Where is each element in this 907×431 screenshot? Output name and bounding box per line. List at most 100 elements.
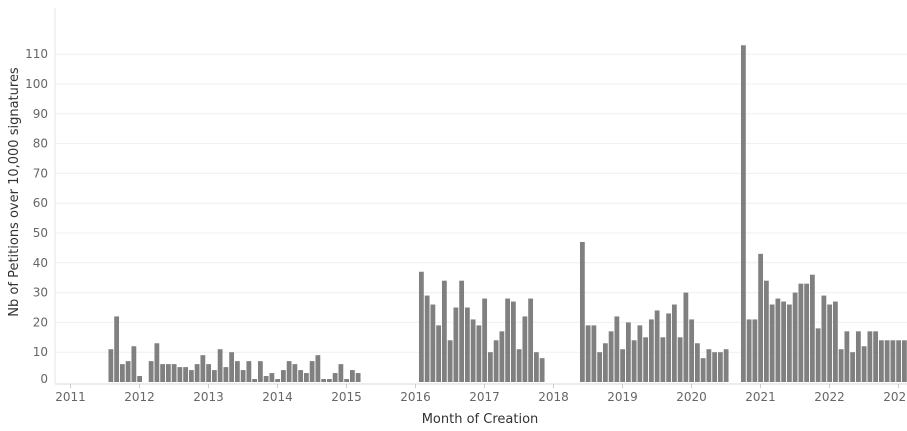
bar [188, 370, 194, 382]
bar [660, 337, 666, 382]
bar [792, 292, 798, 382]
bar [510, 301, 516, 382]
bar [666, 313, 672, 382]
bar [315, 355, 321, 382]
bar [309, 361, 315, 382]
x-tick-label: 2021 [745, 390, 776, 404]
bar [694, 343, 700, 382]
bar [602, 343, 608, 382]
bar [464, 307, 470, 382]
bar [344, 379, 350, 382]
bar [850, 352, 856, 382]
bar [263, 376, 269, 382]
bar [493, 340, 499, 382]
bar [637, 325, 643, 382]
bar [418, 271, 424, 382]
bar [861, 346, 867, 382]
x-tick-label: 2011 [55, 390, 86, 404]
bar [148, 361, 154, 382]
bar [234, 361, 240, 382]
bar [591, 325, 597, 382]
x-tick-label: 2017 [469, 390, 500, 404]
bar [476, 325, 482, 382]
y-tick-label: 70 [33, 166, 48, 180]
x-tick-label: 2015 [331, 390, 362, 404]
bar [349, 370, 355, 382]
bar [298, 370, 304, 382]
y-axis-title: Nb of Petitions over 10,000 signatures [7, 67, 22, 317]
bar [303, 373, 309, 382]
bar [171, 364, 177, 382]
bar [459, 280, 465, 382]
bar [648, 319, 654, 382]
bar [355, 373, 361, 382]
bar [775, 298, 781, 382]
bar [758, 253, 764, 382]
bar [712, 352, 718, 382]
bar [292, 364, 298, 382]
bar [275, 379, 281, 382]
bar [447, 340, 453, 382]
bars [108, 45, 907, 382]
x-tick-label: 2020 [676, 390, 707, 404]
bar [608, 331, 614, 382]
bar [901, 340, 907, 382]
bar [114, 316, 120, 382]
bar [441, 280, 447, 382]
bar [855, 331, 861, 382]
bar [827, 304, 833, 382]
bar [229, 352, 235, 382]
y-tick-label: 10 [33, 345, 48, 359]
bar [223, 367, 229, 382]
x-tick-label: 2019 [607, 390, 638, 404]
bar [677, 337, 683, 382]
bar [838, 349, 844, 382]
bar [108, 349, 114, 382]
bar [280, 370, 286, 382]
bar [625, 322, 631, 382]
x-axis-title: Month of Creation [422, 412, 539, 427]
bar [689, 319, 695, 382]
bar [257, 361, 263, 382]
bar [436, 325, 442, 382]
bar [240, 370, 246, 382]
bar [338, 364, 344, 382]
y-tick-label: 40 [33, 256, 48, 270]
bar [815, 328, 821, 382]
bar [700, 358, 706, 382]
bar [528, 298, 534, 382]
y-tick-label: 60 [33, 196, 48, 210]
bar [487, 352, 493, 382]
y-tick-label: 110 [25, 47, 48, 61]
bar [798, 283, 804, 382]
bar [424, 295, 430, 382]
bar [890, 340, 896, 382]
bar [246, 361, 252, 382]
bar [896, 340, 902, 382]
bar [539, 358, 545, 382]
bar [631, 340, 637, 382]
y-tick-label: 90 [33, 107, 48, 121]
bar [154, 343, 160, 382]
bar [137, 376, 143, 382]
bar [125, 361, 131, 382]
bar [165, 364, 171, 382]
x-tick-label: 2023 [883, 390, 907, 404]
bar [286, 361, 292, 382]
bar [579, 241, 585, 382]
bar [160, 364, 166, 382]
bar [321, 379, 327, 382]
y-tick-label: 0 [40, 372, 48, 386]
bar [769, 304, 775, 382]
bar [206, 364, 212, 382]
bar [252, 379, 258, 382]
bar [763, 280, 769, 382]
bar [683, 292, 689, 382]
bar [832, 301, 838, 382]
bar [482, 298, 488, 382]
bar [804, 283, 810, 382]
x-tick-label: 2022 [814, 390, 845, 404]
bar [131, 346, 137, 382]
bar [522, 316, 528, 382]
